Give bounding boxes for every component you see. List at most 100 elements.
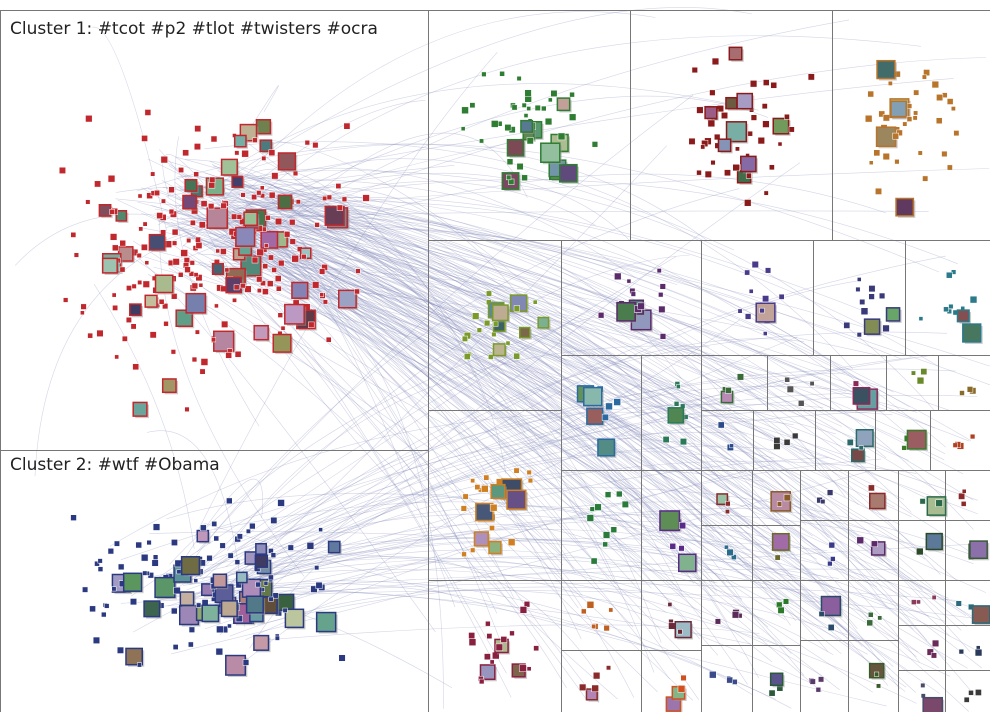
node (268, 149, 276, 157)
edge (260, 212, 923, 590)
node (969, 540, 988, 560)
node (855, 428, 874, 448)
node (171, 228, 179, 236)
node (591, 623, 597, 629)
node (966, 386, 974, 393)
node (270, 552, 277, 558)
node (289, 238, 296, 245)
node (490, 483, 506, 500)
node (235, 614, 243, 623)
node (773, 437, 781, 444)
node (736, 92, 754, 110)
node (143, 600, 161, 618)
node (866, 619, 874, 627)
node (519, 606, 528, 614)
node (485, 620, 491, 627)
node (233, 284, 240, 291)
node (763, 331, 768, 336)
node (958, 492, 966, 500)
node (820, 499, 826, 505)
node (962, 323, 982, 343)
node (769, 672, 784, 687)
edge (206, 336, 798, 595)
node (960, 501, 967, 507)
node (277, 312, 283, 318)
node (688, 137, 696, 145)
node (268, 254, 274, 261)
node (726, 676, 733, 684)
node (740, 155, 757, 173)
node (233, 134, 247, 148)
node (148, 233, 166, 251)
node (728, 46, 743, 61)
node (150, 171, 156, 177)
node (586, 514, 594, 522)
edge (294, 158, 735, 251)
node (586, 407, 604, 425)
node (109, 233, 118, 241)
node (745, 172, 752, 179)
node (101, 257, 118, 274)
node (876, 59, 896, 80)
node (154, 274, 174, 294)
node (219, 542, 226, 549)
edge (190, 197, 831, 593)
node (206, 207, 228, 229)
node (894, 159, 900, 165)
node (526, 469, 532, 475)
node (260, 280, 266, 287)
node (958, 648, 964, 655)
node (242, 659, 250, 666)
node (946, 98, 954, 105)
node (111, 586, 117, 592)
node (724, 169, 731, 177)
edge (235, 319, 741, 572)
edge (245, 458, 882, 640)
node (191, 282, 199, 290)
node (882, 152, 890, 161)
node (614, 272, 622, 281)
node (122, 572, 143, 592)
node (291, 281, 309, 299)
node (295, 199, 301, 205)
node (475, 502, 494, 522)
node (906, 116, 913, 122)
node (208, 181, 216, 189)
node (156, 212, 164, 219)
node (109, 209, 115, 215)
node (963, 696, 970, 703)
edge (157, 7, 752, 226)
node (710, 160, 716, 166)
node (263, 580, 269, 586)
edge (224, 451, 775, 579)
node (184, 266, 191, 273)
node (863, 318, 881, 335)
node (179, 591, 195, 607)
node (505, 174, 512, 181)
edge (243, 35, 921, 210)
node (784, 113, 790, 120)
node (208, 203, 215, 210)
node (855, 286, 861, 292)
node (946, 164, 953, 171)
node (830, 556, 836, 562)
node (129, 303, 142, 317)
nodes (58, 46, 990, 712)
node (906, 429, 927, 450)
node (243, 211, 258, 227)
node (786, 385, 794, 393)
edge (211, 260, 969, 551)
node (236, 214, 243, 220)
node (254, 554, 269, 568)
node (581, 608, 587, 615)
node (736, 373, 744, 381)
node (189, 219, 196, 226)
edge (225, 168, 990, 213)
node (270, 516, 278, 524)
node (314, 565, 320, 571)
node (716, 493, 729, 506)
edge (258, 217, 829, 652)
node (523, 113, 529, 118)
node (592, 672, 601, 680)
node (931, 595, 937, 600)
